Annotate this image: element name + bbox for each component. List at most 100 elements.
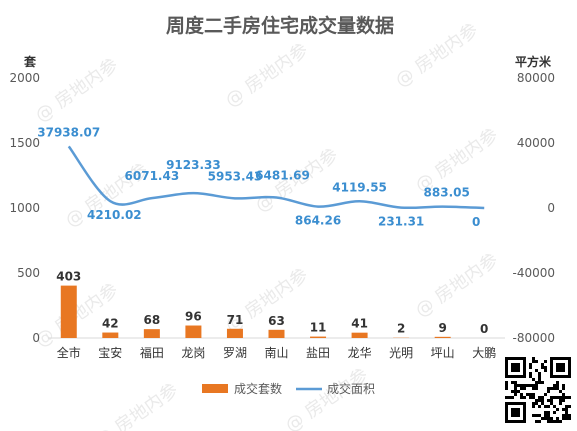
line-value-label: 231.31 [378,215,424,229]
category-label: 福田 [140,345,164,360]
qr-module [538,381,541,384]
qr-module [526,384,529,387]
left-tick-label: 500 [17,266,40,280]
bar-series [60,285,451,338]
qr-module [532,387,535,390]
left-tick-label: 1500 [9,136,40,150]
qr-module [538,405,541,408]
watermark-text: @ 房地内参 [282,364,372,431]
qr-module [535,420,538,423]
qr-module [538,420,541,423]
qr-module [511,390,514,393]
line-value-label: 37938.07 [37,125,100,139]
bar-value-label: 42 [102,317,119,331]
qr-module [547,420,550,423]
qr-module [505,381,508,384]
qr-module [532,384,535,387]
qr-module [505,384,508,387]
qr-module [541,399,544,402]
qr-module [547,417,550,420]
bar [351,332,368,338]
qr-module [544,417,547,420]
qr-module [514,384,517,387]
qr-module [514,393,517,396]
qr-module [544,405,547,408]
qr-module [520,396,523,399]
qr-module [559,390,562,393]
qr-module [553,420,556,423]
qr-module [532,393,535,396]
category-label: 龙华 [348,346,372,360]
bar-value-label: 96 [185,310,202,324]
qr-module [562,417,565,420]
qr-module [550,417,553,420]
qr-module [511,381,514,384]
category-label: 全市 [57,345,81,360]
bar-value-label: 11 [310,321,327,335]
legend-bar-label: 成交套数 [234,381,282,396]
qr-module [562,393,565,396]
qr-finder [556,363,565,372]
qr-module [553,387,556,390]
left-axis: 0 500 1000 1500 2000 [9,71,40,345]
left-tick-label: 1000 [9,201,40,215]
qr-module [550,396,553,399]
category-label: 坪山 [431,346,455,360]
bar [434,336,451,338]
qr-module [514,390,517,393]
qr-module [526,393,529,396]
qr-module [568,414,571,417]
watermark-text: @ 房地内参 [92,379,182,431]
left-tick-label: 0 [32,331,40,345]
qr-module [541,381,544,384]
qr-module [523,384,526,387]
qr-module [544,366,547,369]
qr-module [559,396,562,399]
legend-line-label: 成交面积 [327,381,375,396]
line-value-label: 864.26 [295,214,341,228]
category-label: 南山 [264,345,288,360]
line-value-label: 4119.55 [332,180,387,194]
qr-module [547,399,550,402]
qr-module [532,378,535,381]
qr-module [544,393,547,396]
qr-module [544,369,547,372]
qr-module [562,399,565,402]
qr-code [503,355,573,425]
qr-module [508,396,511,399]
qr-module [541,396,544,399]
legend: 成交套数 成交面积 [202,381,375,396]
qr-module [568,396,571,399]
bar-value-label: 71 [227,313,244,327]
qr-module [544,411,547,414]
bar-value-label: 403 [56,270,81,284]
right-tick-label: 0 [547,201,555,215]
qr-module [565,405,568,408]
qr-module [544,414,547,417]
bar [185,325,202,338]
line-value-label: 9123.33 [166,158,221,172]
qr-module [535,402,538,405]
line-value-label: 0 [472,215,480,229]
category-label: 光明 [389,346,413,360]
qr-module [565,396,568,399]
qr-module [538,414,541,417]
qr-module [529,393,532,396]
qr-module [550,399,553,402]
qr-module [520,393,523,396]
line-value-label: 5953.43 [208,169,263,183]
qr-module [514,381,517,384]
qr-module [547,411,550,414]
bar-value-label: 9 [439,321,447,335]
legend-bar-swatch [202,384,228,393]
qr-module [532,360,535,363]
line-data-labels: 37938.07 4210.02 6071.439123.335953.436481… [37,125,480,229]
bar [60,285,77,338]
right-tick-label: 80000 [517,71,555,85]
right-axis: -80000 -40000 0 40000 80000 [512,71,555,345]
qr-module [562,408,565,411]
qr-module [547,405,550,408]
qr-module [535,369,538,372]
category-label: 罗湖 [223,345,247,360]
qr-module [520,387,523,390]
